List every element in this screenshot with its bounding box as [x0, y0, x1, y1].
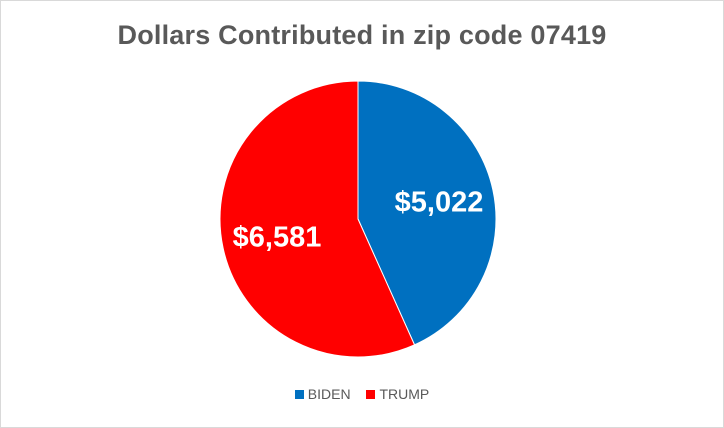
legend-swatch-biden	[294, 390, 304, 399]
legend-item-biden: BIDEN	[294, 386, 351, 402]
pie-slice-biden	[357, 80, 497, 346]
legend-item-trump: TRUMP	[366, 386, 429, 402]
data-label-trump: $6,581	[233, 221, 322, 253]
legend-label-trump: TRUMP	[379, 386, 430, 402]
legend-label-biden: BIDEN	[307, 386, 351, 402]
legend: BIDEN TRUMP	[0, 386, 724, 402]
chart-title: Dollars Contributed in zip code 07419	[117, 20, 607, 50]
data-label-biden: $5,022	[395, 187, 484, 219]
legend-swatch-trump	[366, 390, 376, 399]
pie-slices	[219, 80, 497, 358]
pie-data-labels: $5,022 $6,581	[233, 187, 484, 254]
pie-slice-trump	[219, 80, 416, 358]
